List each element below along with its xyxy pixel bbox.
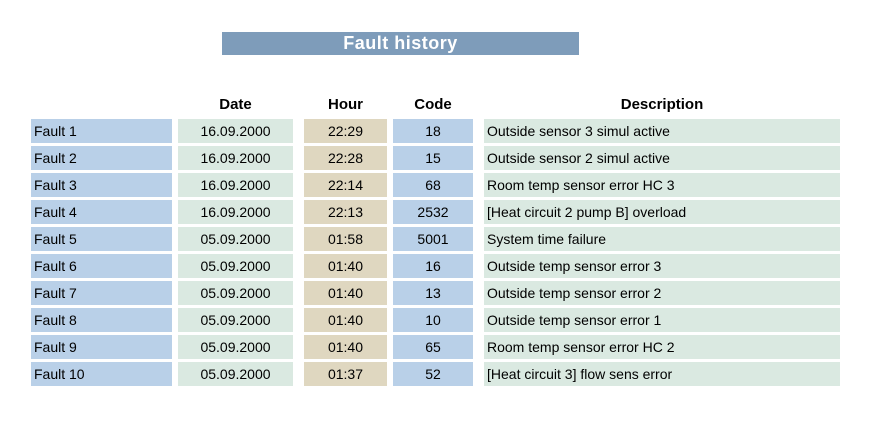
fault-label-cell: Fault 6 <box>31 254 172 278</box>
table-row[interactable]: Fault 5 05.09.2000 01:58 5001 System tim… <box>31 227 840 251</box>
fault-code-cell: 2532 <box>393 200 473 224</box>
fault-date-cell: 05.09.2000 <box>178 335 293 359</box>
column-header-code: Code <box>414 95 452 113</box>
column-header-hour: Hour <box>328 95 363 113</box>
fault-description-cell: Outside temp sensor error 3 <box>484 254 840 278</box>
fault-code-cell: 16 <box>393 254 473 278</box>
column-header-fault <box>31 93 172 115</box>
page-title: Fault history <box>222 32 579 55</box>
fault-date-cell: 05.09.2000 <box>178 254 293 278</box>
fault-label-cell: Fault 9 <box>31 335 172 359</box>
fault-hour-cell: 22:29 <box>304 119 387 143</box>
fault-code-cell: 10 <box>393 308 473 332</box>
fault-label-cell: Fault 7 <box>31 281 172 305</box>
fault-hour-cell: 01:37 <box>304 362 387 386</box>
table-row[interactable]: Fault 3 16.09.2000 22:14 68 Room temp se… <box>31 173 840 197</box>
fault-hour-cell: 22:13 <box>304 200 387 224</box>
fault-description-cell: Outside temp sensor error 2 <box>484 281 840 305</box>
fault-code-cell: 52 <box>393 362 473 386</box>
fault-hour-cell: 22:28 <box>304 146 387 170</box>
fault-description-cell: Room temp sensor error HC 2 <box>484 335 840 359</box>
column-header-description: Description <box>620 95 704 113</box>
table-row[interactable]: Fault 4 16.09.2000 22:13 2532 [Heat circ… <box>31 200 840 224</box>
fault-label-cell: Fault 5 <box>31 227 172 251</box>
fault-hour-cell: 01:40 <box>304 308 387 332</box>
fault-label-cell: Fault 4 <box>31 200 172 224</box>
fault-code-cell: 5001 <box>393 227 473 251</box>
fault-date-cell: 05.09.2000 <box>178 362 293 386</box>
fault-label-cell: Fault 2 <box>31 146 172 170</box>
table-row[interactable]: Fault 1 16.09.2000 22:29 18 Outside sens… <box>31 119 840 143</box>
table-row[interactable]: Fault 2 16.09.2000 22:28 15 Outside sens… <box>31 146 840 170</box>
column-header-date: Date <box>219 95 252 113</box>
fault-date-cell: 16.09.2000 <box>178 146 293 170</box>
fault-code-cell: 15 <box>393 146 473 170</box>
fault-date-cell: 16.09.2000 <box>178 173 293 197</box>
table-row[interactable]: Fault 6 05.09.2000 01:40 16 Outside temp… <box>31 254 840 278</box>
fault-date-cell: 05.09.2000 <box>178 281 293 305</box>
fault-description-cell: [Heat circuit 2 pump B] overload <box>484 200 840 224</box>
fault-code-cell: 13 <box>393 281 473 305</box>
fault-description-cell: Outside sensor 3 simul active <box>484 119 840 143</box>
fault-description-cell: Outside temp sensor error 1 <box>484 308 840 332</box>
fault-label-cell: Fault 3 <box>31 173 172 197</box>
fault-description-cell: Outside sensor 2 simul active <box>484 146 840 170</box>
fault-label-cell: Fault 8 <box>31 308 172 332</box>
fault-date-cell: 16.09.2000 <box>178 119 293 143</box>
table-row[interactable]: Fault 10 05.09.2000 01:37 52 [Heat circu… <box>31 362 840 386</box>
table-header-row: Date Hour Code Description <box>31 93 840 115</box>
fault-code-cell: 68 <box>393 173 473 197</box>
fault-hour-cell: 22:14 <box>304 173 387 197</box>
fault-description-cell: [Heat circuit 3] flow sens error <box>484 362 840 386</box>
fault-hour-cell: 01:58 <box>304 227 387 251</box>
fault-label-cell: Fault 10 <box>31 362 172 386</box>
fault-description-cell: Room temp sensor error HC 3 <box>484 173 840 197</box>
fault-code-cell: 18 <box>393 119 473 143</box>
fault-hour-cell: 01:40 <box>304 335 387 359</box>
fault-date-cell: 16.09.2000 <box>178 200 293 224</box>
fault-hour-cell: 01:40 <box>304 281 387 305</box>
table-row[interactable]: Fault 8 05.09.2000 01:40 10 Outside temp… <box>31 308 840 332</box>
table-row[interactable]: Fault 9 05.09.2000 01:40 65 Room temp se… <box>31 335 840 359</box>
fault-label-cell: Fault 1 <box>31 119 172 143</box>
fault-date-cell: 05.09.2000 <box>178 308 293 332</box>
fault-hour-cell: 01:40 <box>304 254 387 278</box>
fault-code-cell: 65 <box>393 335 473 359</box>
fault-date-cell: 05.09.2000 <box>178 227 293 251</box>
table-row[interactable]: Fault 7 05.09.2000 01:40 13 Outside temp… <box>31 281 840 305</box>
fault-description-cell: System time failure <box>484 227 840 251</box>
